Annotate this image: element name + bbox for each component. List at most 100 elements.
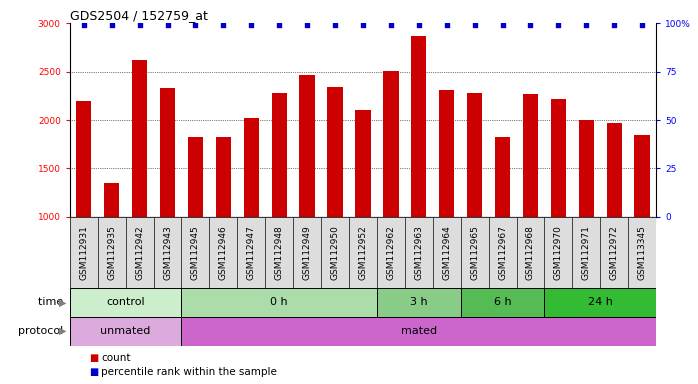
Bar <box>495 137 510 217</box>
Bar <box>572 217 600 288</box>
Text: GSM112964: GSM112964 <box>443 225 451 280</box>
Bar <box>544 288 656 317</box>
Bar <box>70 317 181 346</box>
Text: ▶: ▶ <box>59 326 66 336</box>
Point <box>218 22 229 28</box>
Bar <box>181 288 377 317</box>
Bar <box>299 75 315 217</box>
Bar <box>489 217 517 288</box>
Point <box>385 22 396 28</box>
Bar <box>160 88 175 217</box>
Point <box>497 22 508 28</box>
Bar <box>349 217 377 288</box>
Point <box>78 22 89 28</box>
Text: ■: ■ <box>89 353 98 363</box>
Bar <box>265 217 293 288</box>
Text: GDS2504 / 152759_at: GDS2504 / 152759_at <box>70 9 208 22</box>
Bar <box>600 217 628 288</box>
Bar <box>355 110 371 217</box>
Bar <box>628 217 656 288</box>
Point <box>246 22 257 28</box>
Bar <box>70 217 98 288</box>
Bar <box>188 137 203 217</box>
Point <box>329 22 341 28</box>
Text: 6 h: 6 h <box>493 297 512 308</box>
Bar <box>104 183 119 217</box>
Text: count: count <box>101 353 131 363</box>
Text: GSM112967: GSM112967 <box>498 225 507 280</box>
Text: GSM112972: GSM112972 <box>610 225 618 280</box>
Bar <box>523 94 538 217</box>
Text: GSM112935: GSM112935 <box>107 225 116 280</box>
Bar <box>544 217 572 288</box>
Point <box>134 22 145 28</box>
Point <box>274 22 285 28</box>
Bar <box>383 71 399 217</box>
Text: GSM112952: GSM112952 <box>359 225 367 280</box>
Text: GSM112948: GSM112948 <box>275 225 283 280</box>
Text: GSM113345: GSM113345 <box>638 225 646 280</box>
Text: ■: ■ <box>89 367 98 377</box>
Bar <box>551 99 566 217</box>
Point <box>357 22 369 28</box>
Bar <box>209 217 237 288</box>
Bar <box>98 217 126 288</box>
Text: mated: mated <box>401 326 437 336</box>
Text: GSM112965: GSM112965 <box>470 225 479 280</box>
Text: GSM112971: GSM112971 <box>582 225 591 280</box>
Text: percentile rank within the sample: percentile rank within the sample <box>101 367 277 377</box>
Bar <box>181 317 656 346</box>
Point <box>441 22 452 28</box>
Point <box>637 22 648 28</box>
Bar <box>411 36 426 217</box>
Point <box>609 22 620 28</box>
Bar <box>607 123 622 217</box>
Text: GSM112946: GSM112946 <box>219 225 228 280</box>
Bar <box>237 217 265 288</box>
Bar <box>433 217 461 288</box>
Point <box>581 22 592 28</box>
Bar <box>132 60 147 217</box>
Bar <box>377 288 461 317</box>
Bar <box>70 288 181 317</box>
Bar <box>405 217 433 288</box>
Bar <box>76 101 91 217</box>
Bar <box>244 118 259 217</box>
Text: GSM112950: GSM112950 <box>331 225 339 280</box>
Bar <box>467 93 482 217</box>
Bar <box>634 134 650 217</box>
Bar <box>377 217 405 288</box>
Text: GSM112968: GSM112968 <box>526 225 535 280</box>
Text: 0 h: 0 h <box>270 297 288 308</box>
Text: unmated: unmated <box>101 326 151 336</box>
Point <box>553 22 564 28</box>
Bar <box>181 217 209 288</box>
Bar <box>517 217 544 288</box>
Bar <box>293 217 321 288</box>
Bar <box>216 137 231 217</box>
Text: time: time <box>38 297 66 308</box>
Text: 24 h: 24 h <box>588 297 613 308</box>
Point <box>190 22 201 28</box>
Point <box>106 22 117 28</box>
Point <box>469 22 480 28</box>
Point <box>162 22 173 28</box>
Bar <box>579 120 594 217</box>
Bar <box>461 288 544 317</box>
Text: GSM112931: GSM112931 <box>80 225 88 280</box>
Bar <box>321 217 349 288</box>
Point <box>413 22 424 28</box>
Point <box>525 22 536 28</box>
Bar <box>154 217 181 288</box>
Text: protocol: protocol <box>17 326 66 336</box>
Bar <box>461 217 489 288</box>
Text: GSM112943: GSM112943 <box>163 225 172 280</box>
Text: GSM112947: GSM112947 <box>247 225 255 280</box>
Text: control: control <box>106 297 145 308</box>
Text: GSM112962: GSM112962 <box>387 225 395 280</box>
Text: GSM112942: GSM112942 <box>135 225 144 280</box>
Bar <box>439 90 454 217</box>
Bar <box>126 217 154 288</box>
Text: ▶: ▶ <box>59 297 66 308</box>
Text: GSM112949: GSM112949 <box>303 225 311 280</box>
